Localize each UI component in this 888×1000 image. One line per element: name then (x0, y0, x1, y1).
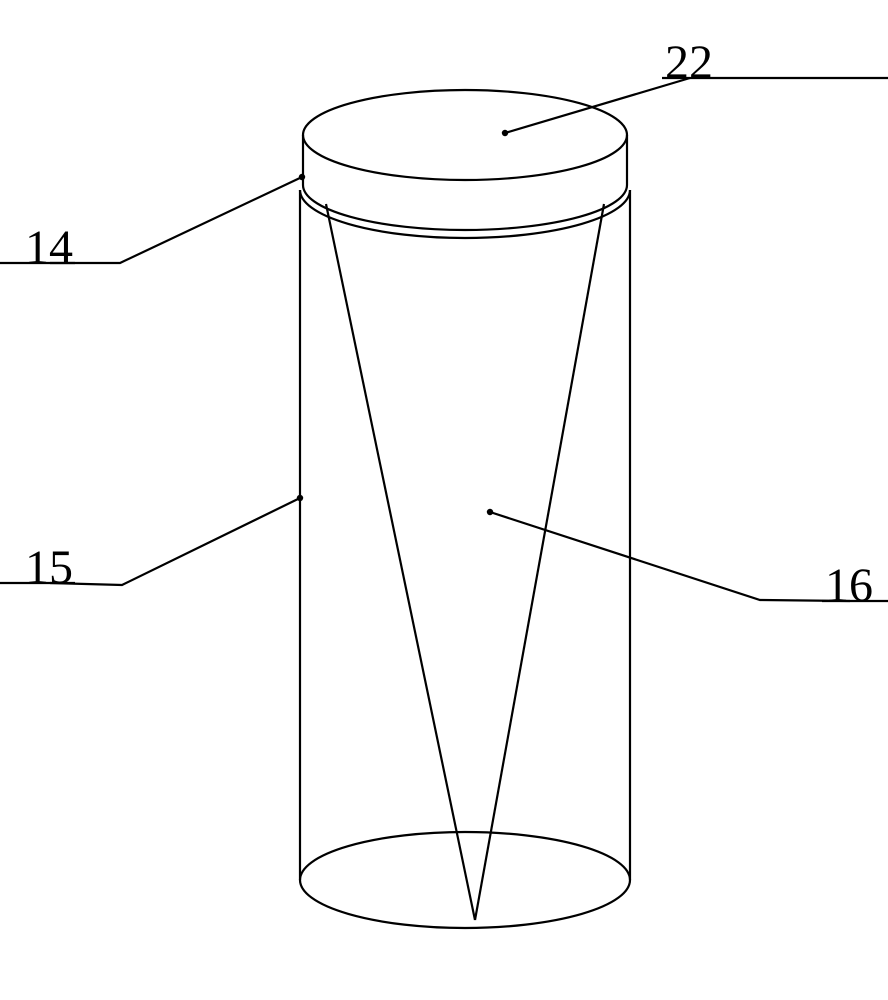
callout-label-14: 14 (25, 220, 73, 275)
diagram-canvas (0, 0, 888, 1000)
callout-label-22: 22 (665, 35, 713, 90)
callout-label-16: 16 (825, 558, 873, 613)
technical-diagram: 22 14 15 16 (0, 0, 888, 1000)
callout-label-15: 15 (25, 540, 73, 595)
